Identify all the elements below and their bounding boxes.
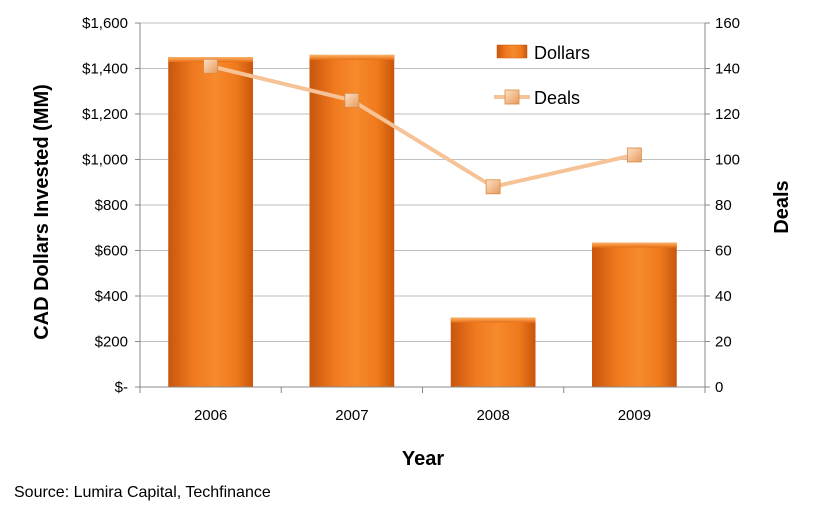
bar-2009 [592, 242, 677, 387]
deals-line [210, 64, 635, 189]
bar-2007 [309, 54, 395, 387]
y-tick-label: $200 [95, 334, 128, 351]
y-tick-label: $400 [95, 288, 128, 305]
y-axis-title: CAD Dollars Invested (MM) [31, 84, 53, 340]
bar-cap-2009 [592, 242, 677, 248]
y2-axis-title: Deals [771, 180, 793, 233]
y2-tick-label: 100 [715, 152, 740, 169]
y2-tick-label: 120 [715, 106, 740, 123]
x-tick-label: 2009 [618, 407, 651, 424]
y-tick-label: $1,400 [82, 61, 128, 78]
x-tick-label: 2006 [194, 407, 227, 424]
deals-point-2008 [485, 179, 501, 195]
bar-cap-2008 [450, 317, 536, 323]
y2-tick-label: 140 [715, 61, 740, 78]
deals-point-2007 [344, 92, 360, 108]
deals-point-2009 [626, 147, 642, 163]
y2-tick-label: 60 [715, 243, 732, 260]
bar-2006 [168, 57, 253, 387]
x-tick-label: 2008 [476, 407, 509, 424]
y2-tick-label: 160 [715, 15, 740, 32]
deals-point-2006 [203, 58, 219, 74]
legend-swatch-dollars [496, 44, 528, 59]
legend-marker-deals [504, 89, 520, 105]
y-tick-label: $1,600 [82, 15, 128, 32]
bar-series-dollars [168, 54, 677, 387]
x-tick-label: 2007 [335, 407, 368, 424]
bar-2008 [450, 317, 536, 387]
bar-cap-2007 [309, 54, 395, 60]
y2-tick-label: 40 [715, 288, 732, 305]
legend-label-dollars: Dollars [534, 43, 590, 63]
legend: Dollars Deals [494, 43, 590, 108]
y-tick-label: $1,000 [82, 152, 128, 169]
source-note: Source: Lumira Capital, Techfinance [14, 484, 271, 501]
y2-tick-label: 20 [715, 334, 732, 351]
y2-tick-label: 0 [715, 379, 723, 396]
y-tick-label: $600 [95, 243, 128, 260]
y2-tick-label: 80 [715, 197, 732, 214]
y-tick-label: $1,200 [82, 106, 128, 123]
axes: $- $200 $400 $600 $800 $1,000 $1,200 $1,400 $1,6… [82, 15, 740, 424]
y-tick-label: $800 [95, 197, 128, 214]
line-series-deals [203, 58, 642, 195]
x-axis-title: Year [402, 448, 444, 470]
legend-label-deals: Deals [534, 88, 580, 108]
y-tick-label: $- [115, 379, 128, 396]
